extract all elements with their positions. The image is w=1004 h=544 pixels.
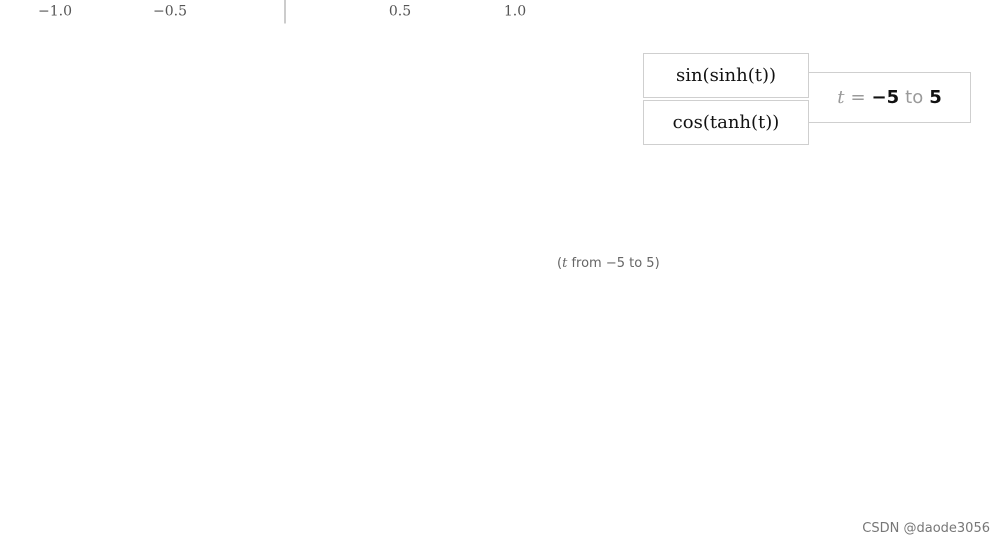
note-open: (	[557, 256, 563, 271]
function-box-y: cos(tanh(t))	[643, 100, 809, 145]
x-tick-label: 0.5	[389, 4, 411, 20]
function-x-text: sin(sinh(t))	[675, 65, 777, 86]
function-y-text: cos(tanh(t))	[672, 112, 780, 133]
note-text: from −5 to 5)	[567, 256, 660, 271]
parameter-note: (t from −5 to 5)	[557, 256, 660, 271]
function-box-x: sin(sinh(t))	[643, 53, 809, 98]
note-variable: t	[562, 256, 568, 271]
range-to-word: to	[905, 87, 924, 108]
parametric-plot: −1.0−0.50.51.00.60.70.80.91.0	[38, 0, 526, 24]
range-to: 5	[929, 87, 942, 108]
range-equals: =	[850, 87, 866, 108]
plot-axes	[284, 0, 286, 24]
parameter-range-box: t = −5 to 5	[809, 72, 971, 123]
plot-ticks: −1.0−0.50.51.00.60.70.80.91.0	[38, 4, 526, 20]
x-tick-label: 1.0	[504, 4, 526, 20]
range-from: −5	[871, 87, 900, 108]
x-tick-label: −1.0	[38, 4, 72, 20]
x-tick-label: −0.5	[153, 4, 187, 20]
watermark: CSDN @daode3056	[862, 521, 990, 536]
range-variable: t	[837, 87, 845, 108]
